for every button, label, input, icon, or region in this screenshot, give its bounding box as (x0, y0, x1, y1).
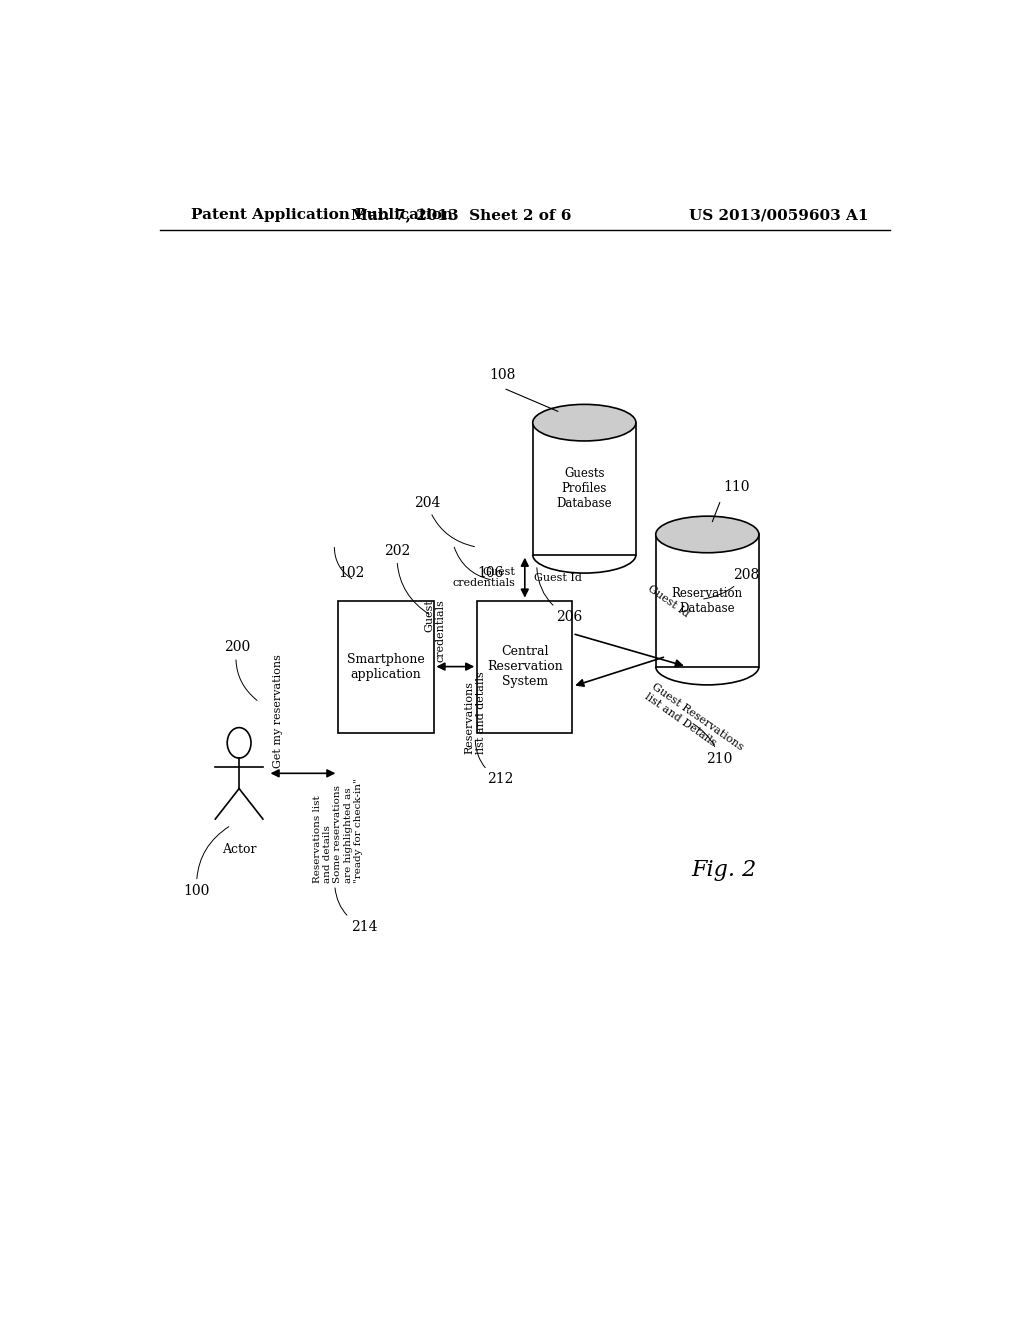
Text: Guest Reservations
list and Details: Guest Reservations list and Details (643, 681, 745, 762)
Text: Fig. 2: Fig. 2 (691, 859, 757, 880)
Text: Get my reservations: Get my reservations (273, 655, 284, 768)
Text: 208: 208 (703, 568, 759, 599)
Text: 214: 214 (335, 888, 377, 933)
Text: 106: 106 (477, 566, 504, 581)
Text: 102: 102 (338, 566, 365, 581)
Bar (477, 601, 572, 733)
Text: US 2013/0059603 A1: US 2013/0059603 A1 (689, 209, 868, 222)
Text: Smartphone
application: Smartphone application (347, 652, 425, 681)
Text: Reservation
Database: Reservation Database (672, 586, 742, 615)
Text: Guest
credentials: Guest credentials (453, 566, 515, 589)
Ellipse shape (532, 404, 636, 441)
Text: 108: 108 (489, 368, 515, 381)
Text: 200: 200 (223, 640, 257, 701)
Text: 206: 206 (537, 568, 583, 624)
Text: Reservations
list and details: Reservations list and details (465, 672, 486, 755)
Text: Reservations list
and details
Some reservations
are highlighted as
"ready for ch: Reservations list and details Some reser… (312, 779, 364, 883)
Bar (655, 535, 759, 667)
Text: Guest Id: Guest Id (645, 583, 690, 619)
Text: Central
Reservation
System: Central Reservation System (487, 645, 562, 688)
Text: 212: 212 (475, 741, 513, 787)
Text: 202: 202 (384, 544, 429, 614)
Text: Actor: Actor (222, 843, 256, 857)
Text: Mar. 7, 2013  Sheet 2 of 6: Mar. 7, 2013 Sheet 2 of 6 (351, 209, 571, 222)
Bar (338, 601, 433, 733)
Text: Guests
Profiles
Database: Guests Profiles Database (556, 467, 612, 511)
Text: 110: 110 (723, 479, 750, 494)
Text: Guest Id: Guest Id (535, 573, 583, 582)
Text: 100: 100 (183, 826, 228, 899)
Text: 204: 204 (414, 495, 474, 546)
Text: Patent Application Publication: Patent Application Publication (191, 209, 454, 222)
Text: 210: 210 (693, 723, 733, 766)
Text: Guest
credentials: Guest credentials (424, 599, 445, 661)
Bar (532, 422, 636, 554)
Ellipse shape (655, 516, 759, 553)
Circle shape (227, 727, 251, 758)
